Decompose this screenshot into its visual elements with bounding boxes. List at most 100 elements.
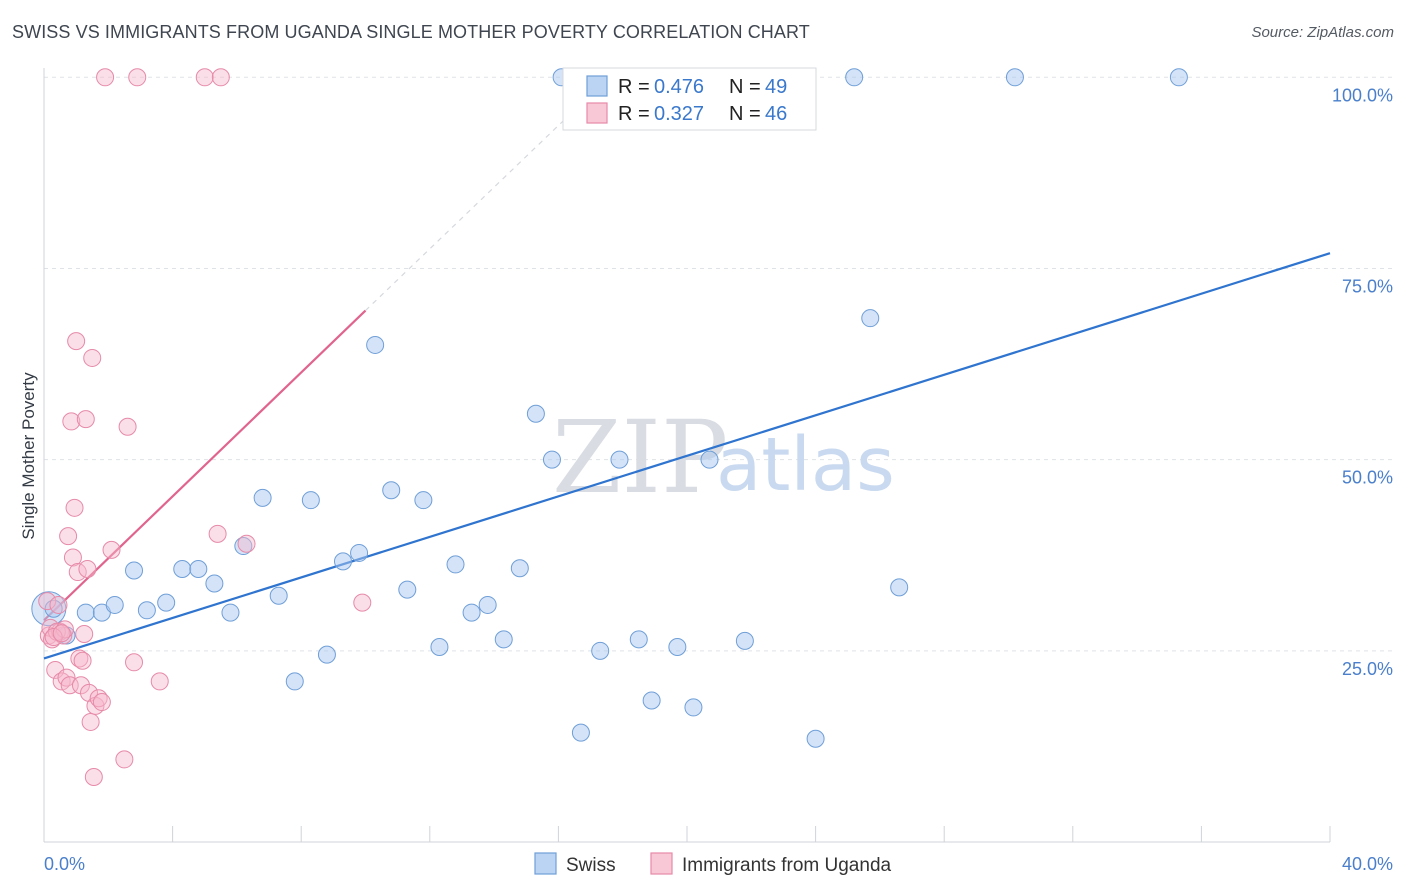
uganda-point — [70, 649, 89, 668]
uganda-point — [52, 624, 71, 643]
swiss-point — [494, 630, 513, 649]
bottom-legend-swatch-uganda — [650, 852, 673, 875]
swiss-trend-line — [43, 252, 1331, 660]
swiss-point — [137, 601, 156, 620]
swiss-point — [125, 561, 144, 580]
swiss-point — [430, 638, 449, 656]
x-tick-labels: 0.0% 40.0% — [44, 854, 1393, 874]
legend-n-label-swiss: N = — [729, 76, 761, 98]
swiss-point — [382, 481, 401, 500]
legend-r-value-swiss: 0.476 — [654, 76, 704, 98]
uganda-point — [125, 653, 144, 672]
uganda-point — [76, 410, 95, 429]
uganda-point — [84, 768, 103, 786]
swiss-point — [610, 450, 629, 469]
uganda-point — [38, 592, 57, 611]
chart-title: SWISS VS IMMIGRANTS FROM UGANDA SINGLE M… — [12, 22, 810, 42]
swiss-point — [806, 729, 825, 748]
uganda-point — [68, 563, 87, 582]
swiss-point — [861, 309, 880, 328]
y-tick-label: 25.0% — [1342, 659, 1393, 679]
uganda-point — [80, 683, 99, 702]
y-axis-label: Single Mother Poverty — [19, 372, 38, 540]
swiss-point — [462, 603, 481, 622]
swiss-point — [234, 537, 253, 556]
series-legend: Swiss Immigrants from Uganda — [534, 852, 892, 876]
legend-n-value-swiss: 49 — [765, 76, 787, 98]
swiss-point — [700, 450, 719, 469]
swiss-point — [1169, 68, 1188, 87]
watermark: ZIP atlas — [552, 399, 895, 516]
swiss-point — [105, 595, 124, 614]
swiss-point — [629, 630, 648, 649]
uganda-point — [63, 548, 82, 567]
swiss-point — [157, 593, 176, 612]
swiss-point — [253, 488, 272, 507]
watermark-zip: ZIP — [552, 399, 728, 516]
uganda-point — [62, 412, 81, 431]
uganda-point — [237, 534, 256, 553]
uganda-point — [73, 651, 92, 670]
swiss-point — [668, 638, 687, 656]
swiss-point — [366, 335, 385, 354]
x-tick-label-min: 0.0% — [44, 854, 85, 874]
swiss-point — [845, 68, 864, 87]
uganda-point — [211, 68, 230, 87]
legend-n-value-uganda: 46 — [765, 103, 787, 125]
legend-swatch-swiss — [586, 75, 608, 97]
swiss-point — [398, 580, 417, 599]
swiss-point — [414, 491, 433, 510]
swiss-point — [269, 586, 288, 605]
swiss-point — [684, 698, 703, 717]
swiss-point — [642, 691, 661, 710]
uganda-point — [49, 595, 68, 614]
bottom-legend-swatch-swiss — [534, 852, 557, 875]
uganda-point — [102, 540, 121, 559]
swiss-point — [542, 450, 561, 469]
swiss-point — [301, 491, 320, 510]
legend-r-label-swiss: R = — [618, 76, 650, 98]
y-tick-label: 50.0% — [1342, 468, 1393, 488]
swiss-point — [205, 574, 224, 593]
swiss-point — [510, 559, 529, 578]
uganda-point — [75, 625, 94, 643]
bottom-legend-label-uganda: Immigrants from Uganda — [682, 855, 892, 876]
swiss-point — [76, 603, 95, 622]
uganda-point — [208, 524, 227, 543]
uganda-point — [59, 527, 78, 546]
swiss-point — [221, 603, 240, 622]
axes — [43, 68, 1331, 843]
uganda-point — [353, 593, 372, 612]
swiss-point — [350, 543, 369, 562]
x-tick-label-max: 40.0% — [1342, 854, 1393, 874]
uganda-trend-extension — [365, 118, 566, 311]
swiss-point — [446, 555, 465, 574]
watermark-atlas: atlas — [716, 422, 895, 508]
legend-swatch-uganda — [586, 102, 608, 124]
swiss-point — [285, 672, 304, 691]
uganda-point — [115, 750, 134, 769]
data-points — [31, 68, 1188, 786]
uganda-point — [81, 712, 100, 731]
uganda-point — [92, 693, 111, 712]
uganda-trend-line — [43, 309, 367, 622]
swiss-point — [189, 560, 208, 578]
swiss-point — [173, 560, 192, 578]
grid-lines — [44, 76, 1392, 652]
y-tick-labels: 25.0% 50.0% 75.0% 100.0% — [1332, 85, 1393, 679]
swiss-point — [571, 723, 590, 742]
correlation-legend: R = 0.476 N = 49 R = 0.327 N = 46 — [562, 67, 817, 131]
uganda-point — [83, 348, 102, 367]
swiss-point — [735, 631, 754, 650]
uganda-point — [128, 68, 147, 87]
swiss-point — [1005, 68, 1024, 87]
uganda-point — [150, 672, 169, 691]
uganda-point — [96, 68, 115, 87]
uganda-point — [195, 68, 214, 87]
uganda-point — [118, 417, 137, 436]
swiss-point — [478, 595, 497, 614]
swiss-point — [890, 578, 909, 597]
trend-lines — [43, 118, 1331, 660]
bottom-legend-label-swiss: Swiss — [566, 855, 616, 876]
